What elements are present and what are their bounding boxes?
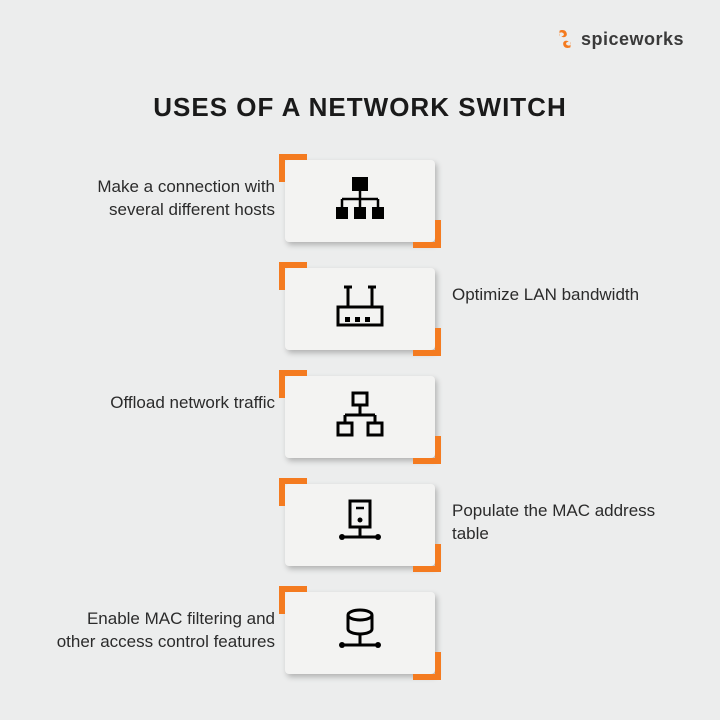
items-list: Make a connection with several different… [0,152,720,692]
item-card [285,484,435,566]
item-label: Enable MAC filtering and other access co… [45,608,275,654]
hierarchy-outline-icon [330,385,390,450]
spiceworks-mark-icon [554,28,576,50]
item-label: Offload network traffic [45,392,275,415]
list-item: Optimize LAN bandwidth [0,260,720,368]
brand-logo-text: spiceworks [581,29,684,50]
item-label: Make a connection with several different… [45,176,275,222]
list-item: Offload network traffic [0,368,720,476]
brand-logo: spiceworks [554,28,684,50]
database-node-icon [330,601,390,666]
page-title: USES OF A NETWORK SWITCH [0,92,720,123]
item-card [285,160,435,242]
router-icon [330,277,390,342]
hierarchy-filled-icon [330,169,390,234]
list-item: Enable MAC filtering and other access co… [0,584,720,692]
list-item: Populate the MAC address table [0,476,720,584]
item-card [285,592,435,674]
list-item: Make a connection with several different… [0,152,720,260]
page: spiceworks USES OF A NETWORK SWITCH Make… [0,0,720,720]
server-node-icon [330,493,390,558]
item-card [285,268,435,350]
item-card [285,376,435,458]
item-label: Populate the MAC address table [452,500,682,546]
item-label: Optimize LAN bandwidth [452,284,682,307]
